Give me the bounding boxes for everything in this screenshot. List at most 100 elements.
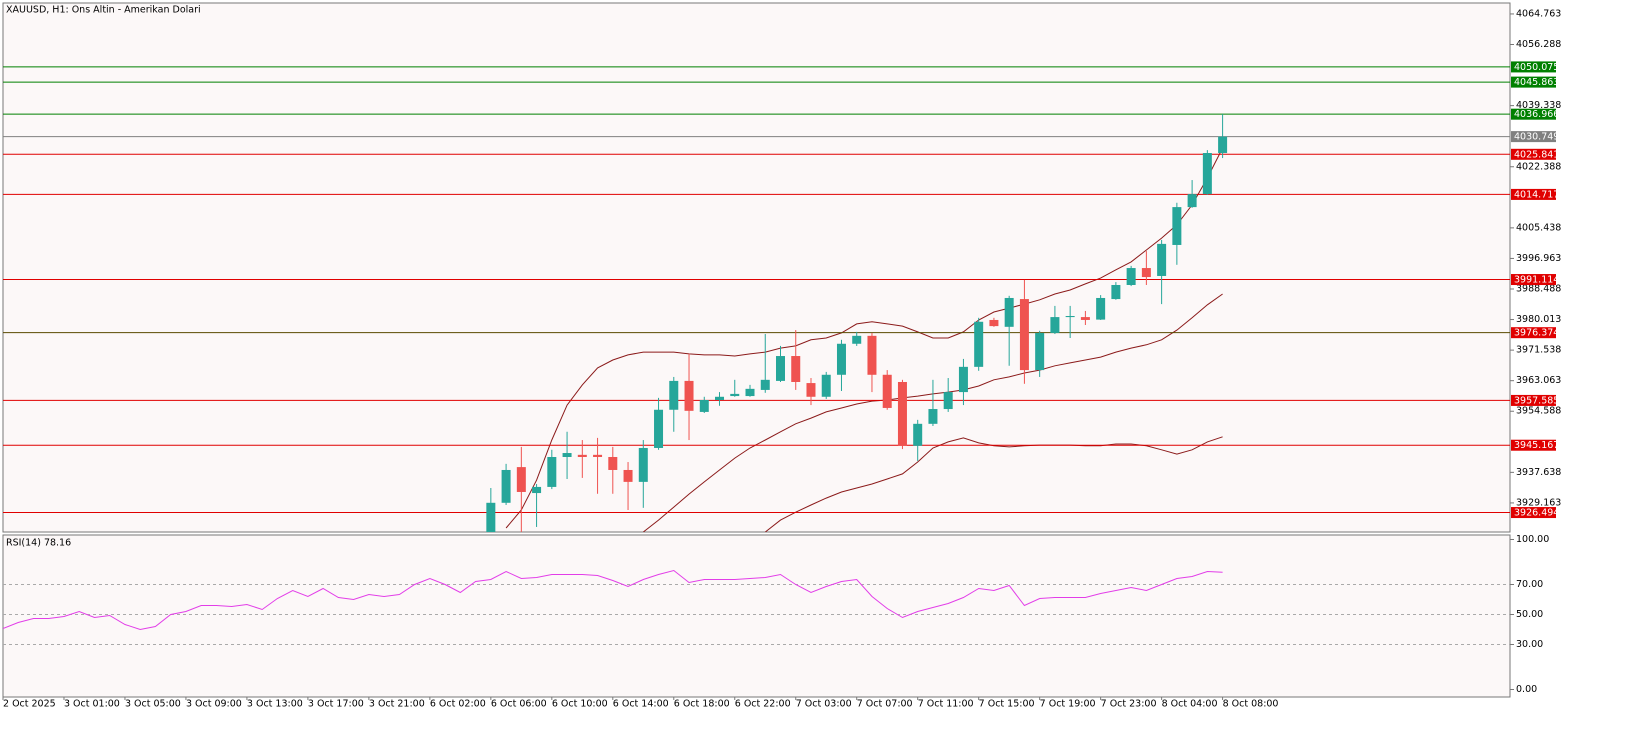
x-tick-label: 3 Oct 13:00 — [247, 699, 303, 710]
candle-body — [638, 447, 648, 482]
candle-body — [1080, 317, 1090, 320]
candle-body — [745, 388, 755, 397]
y-tick-label: 4056.288 — [1516, 39, 1561, 50]
level-label: 3945.167 — [1514, 440, 1559, 451]
level-label: 3957.585 — [1514, 395, 1559, 406]
level-label-box — [1511, 76, 1556, 88]
candle-body — [1019, 299, 1029, 371]
rsi-line — [3, 569, 1223, 631]
y-tick-label: 3954.588 — [1516, 406, 1561, 417]
x-tick-label: 3 Oct 05:00 — [125, 699, 181, 710]
candle-body — [1187, 194, 1197, 208]
x-tick-label: 6 Oct 06:00 — [491, 699, 547, 710]
candle-body — [562, 453, 572, 457]
candle-body — [958, 366, 968, 393]
x-tick-label: 6 Oct 10:00 — [552, 699, 608, 710]
level-label-box — [1511, 148, 1556, 160]
level-label: 3926.494 — [1514, 508, 1559, 519]
y-tick-label: 100.00 — [1516, 534, 1549, 545]
x-tick-label: 6 Oct 22:00 — [735, 699, 791, 710]
price-panel — [2, 2, 1511, 533]
candle-body — [974, 321, 984, 367]
x-tick-label: 3 Oct 01:00 — [64, 699, 120, 710]
x-tick-label: 3 Oct 09:00 — [186, 699, 242, 710]
y-tick-label: 3937.638 — [1516, 467, 1561, 478]
level-label: 3991.114 — [1514, 275, 1559, 286]
y-tick-label: 3929.163 — [1516, 497, 1561, 508]
candle-body — [593, 454, 603, 457]
level-label-box — [1511, 274, 1556, 286]
candle-body — [1157, 243, 1167, 276]
y-tick-label: 4005.438 — [1516, 222, 1561, 233]
level-label: 3976.374 — [1514, 328, 1559, 339]
candle-body — [913, 423, 923, 446]
candle-body — [1172, 207, 1182, 245]
candle-body — [1141, 268, 1151, 278]
price-plot — [3, 66, 1510, 532]
level-label: 4036.966 — [1514, 109, 1559, 120]
candle-body — [775, 356, 785, 381]
candle-body — [1004, 297, 1014, 327]
x-tick-label: 6 Oct 18:00 — [674, 699, 730, 710]
x-tick-label: 6 Oct 02:00 — [430, 699, 486, 710]
chart-title: XAUUSD, H1: Ons Altin - Amerikan Dolari — [6, 5, 201, 16]
y-tick-label: 4064.763 — [1516, 8, 1561, 19]
y-tick-label: 30.00 — [1516, 639, 1543, 650]
candle-body — [882, 374, 892, 408]
level-label: 4050.075 — [1514, 62, 1559, 73]
x-tick-label: 3 Oct 21:00 — [369, 699, 425, 710]
level-label-box — [1511, 131, 1556, 143]
level-label: 4045.863 — [1514, 77, 1559, 88]
level-label-box — [1511, 507, 1556, 519]
level-label-box — [1511, 108, 1556, 120]
level-label-box — [1511, 394, 1556, 406]
candle-body — [928, 409, 938, 424]
candle-body — [852, 335, 862, 344]
y-tick-label: 3996.963 — [1516, 253, 1561, 264]
level-label-box — [1511, 439, 1556, 451]
x-tick-label: 6 Oct 14:00 — [613, 699, 669, 710]
rsi-panel — [2, 534, 1511, 698]
candle-body — [730, 393, 740, 397]
candle-body — [1202, 153, 1212, 195]
x-tick-label: 7 Oct 19:00 — [1040, 699, 1096, 710]
x-tick-label: 7 Oct 23:00 — [1101, 699, 1157, 710]
level-label: 4014.717 — [1514, 189, 1559, 200]
candle-body — [608, 456, 618, 470]
candle-body — [516, 467, 526, 492]
candle-body — [791, 356, 801, 382]
candle-body — [684, 380, 694, 411]
candle-body — [654, 409, 664, 448]
x-tick-label: 3 Oct 17:00 — [308, 699, 364, 710]
candle-body — [1035, 332, 1045, 371]
y-tick-label: 3971.538 — [1516, 345, 1561, 356]
candle-body — [699, 400, 709, 412]
y-tick-label: 4022.388 — [1516, 161, 1561, 172]
level-label: 4030.749 — [1514, 132, 1559, 143]
candle-body — [486, 502, 496, 532]
candle-body — [577, 454, 587, 457]
candle-body — [1065, 316, 1075, 318]
candle-body — [623, 469, 633, 482]
y-tick-label: 3988.488 — [1516, 283, 1561, 294]
candle-body — [1050, 317, 1060, 333]
level-label: 4025.841 — [1514, 149, 1559, 160]
rsi-label: RSI(14) 78.16 — [6, 538, 71, 549]
x-tick-label: 7 Oct 07:00 — [857, 699, 913, 710]
band-line — [505, 147, 1224, 529]
candle-body — [1126, 268, 1136, 285]
x-tick-label: 7 Oct 15:00 — [979, 699, 1035, 710]
candle-body — [821, 374, 831, 397]
candle-body — [547, 456, 557, 487]
y-tick-label: 0.00 — [1516, 684, 1537, 695]
candle-body — [989, 319, 999, 327]
candle-body — [836, 343, 846, 375]
axes: 4064.763 4056.288 4039.338 4022.388 4005.438… — [2, 8, 1561, 710]
candle-body — [897, 381, 907, 446]
y-tick-label: 3980.013 — [1516, 314, 1561, 325]
candle-body — [1111, 284, 1121, 300]
y-tick-label: 3963.063 — [1516, 375, 1561, 386]
x-tick-label: 2 Oct 2025 — [3, 699, 56, 710]
candle-body — [669, 380, 679, 410]
